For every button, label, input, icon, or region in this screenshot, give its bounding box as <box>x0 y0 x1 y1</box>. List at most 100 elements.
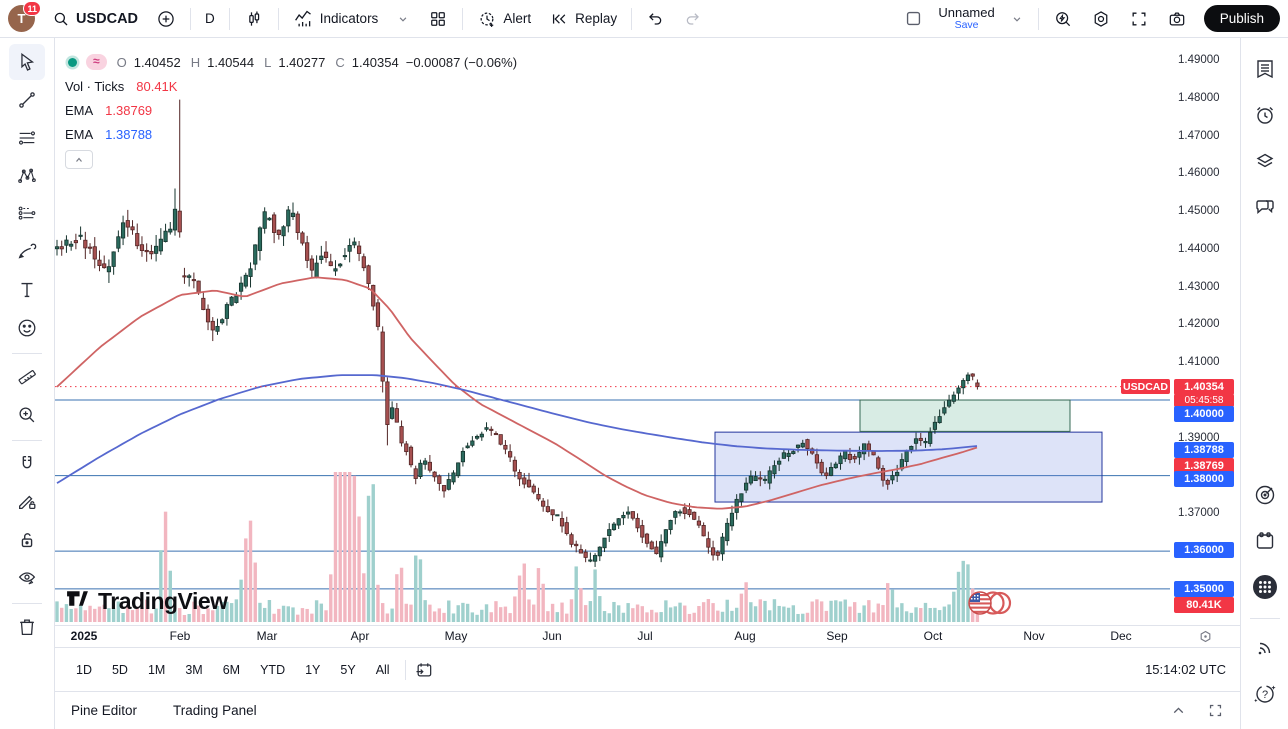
low-value: 1.40277 <box>278 54 326 70</box>
remove-drawings-button[interactable] <box>9 609 45 645</box>
emoji-tool-button[interactable] <box>9 310 45 346</box>
settings-button[interactable] <box>1084 5 1118 33</box>
expand-panel-chevron-icon[interactable] <box>1170 702 1187 719</box>
broadcast-signal-button[interactable] <box>1246 629 1284 667</box>
interval-label: D <box>205 11 215 26</box>
pine-editor-tab[interactable]: Pine Editor <box>71 703 138 718</box>
price-axis[interactable]: 1.49000 1.48000 1.47000 1.46000 1.45000 1.440… <box>1170 38 1240 625</box>
low-label: L <box>264 54 272 70</box>
maximize-panel-icon[interactable] <box>1207 702 1224 719</box>
range-6m[interactable]: 6M <box>222 662 241 677</box>
layout-name-button[interactable]: Unnamed Save <box>934 4 998 34</box>
zoom-in-tool-button[interactable] <box>9 397 45 433</box>
publish-button[interactable]: Publish <box>1203 5 1280 32</box>
drawing-mode-button[interactable] <box>9 484 45 520</box>
watchlist-button[interactable] <box>1246 50 1284 88</box>
price-label-chip: 1.40000 <box>1174 406 1234 423</box>
redo-icon <box>683 9 702 28</box>
axis-settings-icon[interactable] <box>1198 629 1213 649</box>
chat-button[interactable] <box>1246 188 1284 226</box>
ema-slow-row[interactable]: EMA 1.38788 <box>65 122 517 146</box>
bottom-toolbar: 1D 5D 1M 3M 6M YTD 1Y 5Y All 15:14:02 UTC <box>55 647 1240 691</box>
calendar-button[interactable] <box>1246 522 1284 560</box>
range-1y[interactable]: 1Y <box>305 662 321 677</box>
divider <box>631 7 633 30</box>
lock-drawings-button[interactable] <box>9 522 45 558</box>
price-tick: 1.46000 <box>1178 167 1220 180</box>
tradingview-watermark-text: TradingView <box>98 587 228 614</box>
quick-search-button[interactable] <box>1046 5 1080 33</box>
time-axis[interactable]: 2025 Feb Mar Apr May Jun Jul Aug Sep Oct Nov Dec <box>55 625 1240 647</box>
range-all[interactable]: All <box>375 662 390 677</box>
compare-add-button[interactable] <box>149 5 183 33</box>
trading-panel-tab[interactable]: Trading Panel <box>173 703 257 718</box>
snapshot-button[interactable] <box>1160 5 1194 33</box>
replay-button[interactable]: Replay <box>542 5 624 33</box>
indicators-templates-chevron[interactable] <box>389 8 417 30</box>
range-ytd[interactable]: YTD <box>260 662 286 677</box>
quick-search-icon <box>1053 9 1073 29</box>
chart-style-button[interactable] <box>237 5 271 33</box>
go-to-date-button[interactable] <box>414 660 434 680</box>
range-1d[interactable]: 1D <box>76 662 92 677</box>
clock-utc[interactable]: 15:14:02 UTC <box>1145 662 1226 677</box>
text-tool-button[interactable] <box>9 272 45 308</box>
hotlists-radar-button[interactable] <box>1246 476 1284 514</box>
apps-menu-button[interactable] <box>1246 568 1284 606</box>
chart-legend: ≈ O 1.40452 H 1.40544 L 1.40277 C 1.40354 −0… <box>65 50 517 169</box>
ohlc-row[interactable]: ≈ O 1.40452 H 1.40544 L 1.40277 C 1.40354 −0… <box>65 50 517 74</box>
range-3m[interactable]: 3M <box>185 662 203 677</box>
price-chart[interactable] <box>55 38 1170 625</box>
symbol-search-button[interactable]: USDCAD <box>45 6 145 32</box>
price-tick: 1.44000 <box>1178 242 1220 255</box>
redo-button[interactable] <box>676 5 709 32</box>
layout-name: Unnamed <box>938 4 995 20</box>
layout-grid-button[interactable] <box>421 5 455 33</box>
pattern-tool-button[interactable] <box>9 158 45 194</box>
price-tick: 1.43000 <box>1178 280 1220 293</box>
range-5d[interactable]: 5D <box>111 662 128 677</box>
open-label: O <box>116 54 127 70</box>
alerts-panel-button[interactable] <box>1246 96 1284 134</box>
interval-button[interactable]: D <box>198 7 222 30</box>
gear-icon <box>1091 9 1111 29</box>
delayed-data-badge[interactable]: ≈ <box>86 54 107 70</box>
symbol-price-tag: USDCAD <box>1121 379 1170 394</box>
layout-checkbox[interactable] <box>897 5 930 32</box>
save-link[interactable]: Save <box>954 18 979 31</box>
layout-menu-chevron[interactable] <box>1003 8 1031 30</box>
price-label-chip: 1.38000 <box>1174 470 1234 487</box>
range-5y[interactable]: 5Y <box>340 662 356 677</box>
fullscreen-button[interactable] <box>1122 5 1156 33</box>
projection-tool-button[interactable] <box>9 196 45 232</box>
ema-slow-label: EMA <box>65 126 94 142</box>
price-tick: 1.41000 <box>1178 356 1220 369</box>
help-button[interactable]: ? <box>1246 675 1284 713</box>
indicators-button[interactable]: Indicators <box>286 4 386 33</box>
object-tree-button[interactable] <box>1246 142 1284 180</box>
chevron-down-icon <box>396 12 410 26</box>
replay-rewind-icon <box>549 9 569 29</box>
cursor-tool-button[interactable] <box>9 44 45 80</box>
volume-row[interactable]: Vol · Ticks 80.41K <box>65 74 517 98</box>
right-sidebar: ? <box>1240 38 1288 729</box>
price-tick: 1.42000 <box>1178 318 1220 331</box>
ema-slow-value: 1.38788 <box>105 126 153 142</box>
undo-button[interactable] <box>639 5 672 32</box>
time-tick: Sep <box>826 629 848 643</box>
hide-drawings-button[interactable] <box>9 560 45 596</box>
measure-tool-button[interactable] <box>9 359 45 395</box>
magnet-tool-button[interactable] <box>9 446 45 482</box>
indicators-icon <box>293 8 314 29</box>
range-1m[interactable]: 1M <box>147 662 166 677</box>
alert-button[interactable]: Alert <box>470 5 538 33</box>
trend-line-tool-button[interactable] <box>9 82 45 118</box>
user-avatar[interactable]: T 11 <box>8 1 41 32</box>
brush-tool-button[interactable] <box>9 234 45 270</box>
replay-label: Replay <box>575 11 618 26</box>
toolbar-divider <box>12 353 42 354</box>
ema-fast-row[interactable]: EMA 1.38769 <box>65 98 517 122</box>
collapse-legend-button[interactable] <box>65 150 93 169</box>
fib-retracement-tool-button[interactable] <box>9 120 45 156</box>
